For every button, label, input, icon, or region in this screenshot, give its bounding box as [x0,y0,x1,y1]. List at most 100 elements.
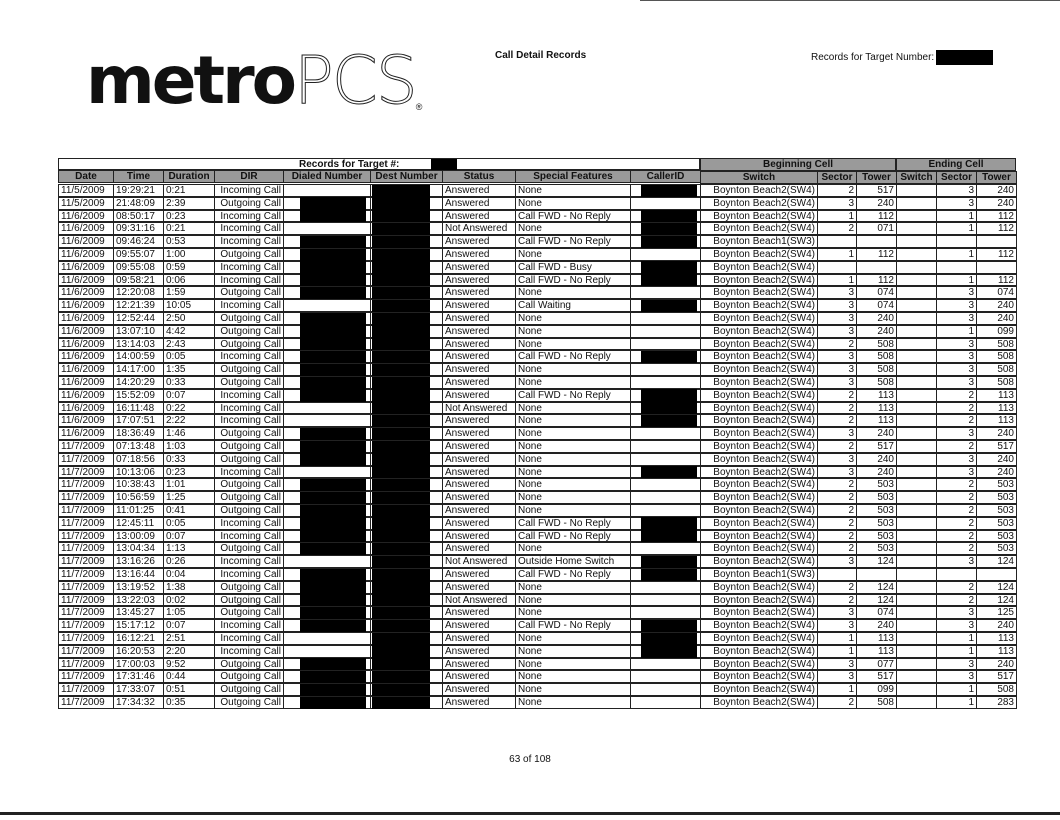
cell-status: Answered [442,529,516,543]
cell-date: 11/7/2009 [58,568,114,581]
cell-end-switch [896,350,937,364]
dest-number-redaction [372,555,430,569]
dest-number-redaction [372,632,430,646]
cell-special-features: Call FWD - No Reply [515,388,631,402]
cell-duration: 0:44 [163,670,215,684]
cell-begin-sector [817,235,857,248]
cell-end-sector: 1 [936,644,977,658]
cell-begin-switch: Boynton Beach2(SW4) [700,529,818,543]
cell-begin-switch: Boynton Beach2(SW4) [700,580,818,594]
cell-duration: 0:07 [163,619,215,632]
cell-begin-switch: Boynton Beach2(SW4) [700,401,818,415]
cell-status: Answered [442,196,516,210]
cell-end-sector: 3 [936,196,977,210]
cell-dir: Outgoing Call [214,696,284,709]
cell-time: 15:17:12 [113,619,164,632]
dialed-number-redaction [300,350,366,364]
cell-date: 11/7/2009 [58,580,114,594]
cell-time: 12:45:11 [113,516,164,530]
cell-end-sector: 1 [936,324,977,338]
cell-end-sector: 3 [936,670,977,684]
cell-begin-tower: 112 [856,209,897,223]
cell-end-tower: 503 [976,504,1017,517]
cell-date: 11/6/2009 [58,299,114,312]
cell-status: Answered [442,376,516,389]
cell-special-features: None [515,670,631,684]
cell-time: 13:00:09 [113,529,164,543]
cell-end-tower: 113 [976,644,1017,658]
cell-caller-id [630,312,701,325]
cell-end-switch [896,568,937,581]
dialed-number-redaction [300,286,366,300]
metropcs-logo: metroPCS® [86,47,422,114]
cell-end-switch [896,312,937,325]
cell-end-switch [896,440,937,453]
cell-date: 11/6/2009 [58,312,114,325]
cell-special-features: Call FWD - No Reply [515,209,631,223]
dialed-number-redaction [300,389,366,403]
cell-begin-switch: Boynton Beach2(SW4) [700,248,818,261]
cell-duration: 0:41 [163,504,215,517]
cell-status: Answered [442,606,516,620]
cell-date: 11/5/2009 [58,184,114,197]
cell-begin-switch: Boynton Beach2(SW4) [700,683,818,696]
cell-date: 11/6/2009 [58,388,114,402]
cell-status: Answered [442,299,516,312]
cell-begin-switch: Boynton Beach2(SW4) [700,222,818,236]
cell-dir: Outgoing Call [214,683,284,696]
cell-duration: 0:53 [163,235,215,248]
cell-duration: 1:25 [163,491,215,504]
cell-begin-sector: 2 [817,542,857,556]
cell-end-switch [896,504,937,517]
cell-status: Answered [442,683,516,696]
cell-end-sector [936,260,977,274]
caller-id-redaction [641,274,697,287]
cell-status: Answered [442,350,516,364]
cell-end-tower: 240 [976,465,1017,479]
cell-end-tower: 503 [976,478,1017,492]
cell-end-tower: 503 [976,516,1017,530]
cell-date: 11/7/2009 [58,478,114,492]
cell-time: 21:48:09 [113,196,164,210]
dialed-number-redaction [300,197,366,211]
cell-date: 11/7/2009 [58,542,114,556]
cell-dir: Incoming Call [214,184,284,197]
cell-status: Not Answered [442,222,516,236]
cell-time: 12:21:39 [113,299,164,312]
cell-time: 09:55:08 [113,260,164,274]
cell-begin-sector: 3 [817,427,857,440]
cell-caller-id [630,542,701,556]
cell-time: 15:52:09 [113,388,164,402]
caller-id-redaction [641,414,697,428]
dialed-number-redaction [300,581,366,595]
cell-begin-tower: 124 [856,593,897,607]
dialed-number-redaction [300,530,366,543]
cell-caller-id [630,363,701,376]
cell-caller-id [630,196,701,210]
cell-special-features: Call FWD - No Reply [515,529,631,543]
cell-date: 11/6/2009 [58,248,114,261]
dest-number-redaction [372,581,430,595]
cell-special-features: None [515,478,631,492]
dest-number-redaction [372,504,430,518]
cell-special-features: None [515,644,631,658]
cell-end-tower: 124 [976,593,1017,607]
dest-number-redaction [372,683,430,697]
cell-special-features: None [515,440,631,453]
cell-dir: Outgoing Call [214,478,284,492]
cell-dir: Outgoing Call [214,542,284,556]
cell-end-sector: 3 [936,184,977,197]
dialed-number-redaction [300,658,366,671]
cell-duration: 0:33 [163,376,215,389]
cell-time: 13:16:44 [113,568,164,581]
dest-number-redaction [372,350,430,364]
cell-caller-id [630,248,701,261]
dest-number-redaction [372,338,430,351]
cell-begin-sector: 3 [817,606,857,620]
cell-caller-id [630,593,701,607]
cell-end-sector: 2 [936,401,977,415]
column-header-time: Time [113,170,164,183]
cell-begin-sector: 3 [817,363,857,376]
dialed-number-redaction [300,504,366,518]
cell-end-tower: 508 [976,337,1017,351]
